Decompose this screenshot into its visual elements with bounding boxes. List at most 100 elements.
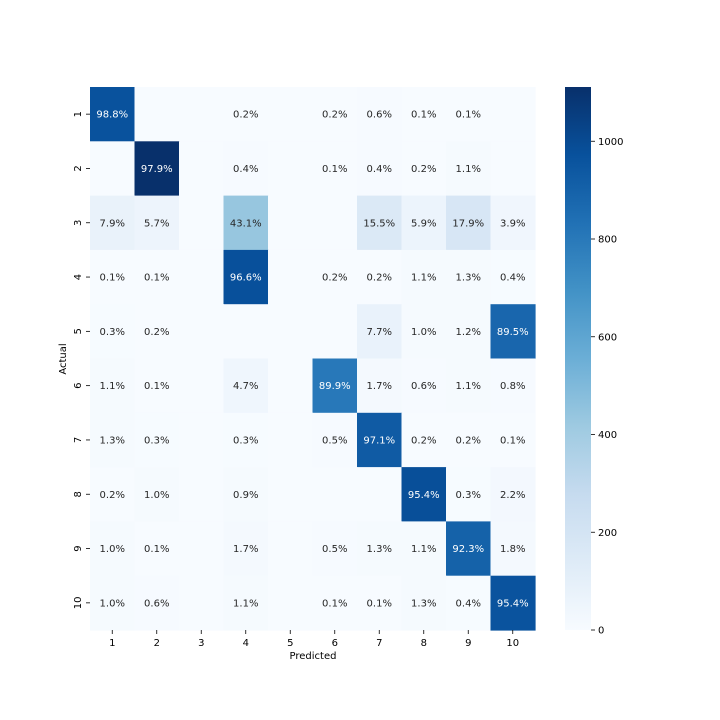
heatmap-cell	[223, 195, 269, 251]
cell-annotation: 1.3%	[100, 435, 125, 446]
cell-annotation: 89.5%	[497, 327, 529, 338]
heatmap-cell	[490, 575, 536, 631]
heatmap-cell	[134, 412, 180, 468]
cell-annotation: 98.8%	[96, 110, 128, 121]
heatmap-cell	[134, 467, 180, 522]
cell-annotation: 0.2%	[233, 110, 258, 121]
heatmap-cell	[223, 87, 269, 142]
x-axis: 1 2 3 4 5 6 7 8 9 10	[109, 630, 519, 649]
heatmap-cell	[134, 521, 180, 577]
cell-annotation: 0.1%	[500, 435, 525, 446]
heatmap-cell	[357, 358, 403, 414]
y-tick-label: 8	[73, 491, 84, 497]
cell-annotation: 1.7%	[367, 381, 392, 392]
cell-annotation: 95.4%	[497, 598, 529, 609]
cell-annotation: 0.2%	[367, 273, 392, 284]
heatmap-cell	[90, 467, 136, 522]
cell-annotation: 0.6%	[367, 110, 392, 121]
colorbar-tick-label: 200	[598, 528, 617, 539]
heatmap-cell	[268, 141, 314, 197]
heatmap-cell	[490, 249, 536, 305]
heatmap-cell	[446, 521, 492, 577]
heatmap-cell	[179, 304, 225, 360]
y-tick-label: 10	[73, 596, 84, 609]
cell-annotation: 0.2%	[456, 435, 481, 446]
heatmap-cell	[490, 141, 536, 197]
heatmap-cell	[312, 141, 358, 197]
heatmap-cell	[490, 195, 536, 251]
x-tick-label: 3	[198, 638, 204, 649]
colorbar-tick-label: 600	[598, 332, 617, 343]
heatmap-cell	[268, 195, 314, 251]
heatmap-cell	[490, 358, 536, 414]
cell-annotation: 0.3%	[456, 490, 481, 501]
heatmap-cell	[446, 467, 492, 522]
heatmap-cell	[134, 575, 180, 631]
cell-annotation: 97.1%	[363, 435, 395, 446]
heatmap-cell	[134, 195, 180, 251]
heatmap-cell	[134, 358, 180, 414]
heatmap-cell	[312, 195, 358, 251]
heatmap-cell	[401, 412, 447, 468]
y-tick-label: 3	[73, 220, 84, 226]
heatmap-cell	[312, 358, 358, 414]
heatmap-cell	[223, 575, 269, 631]
cell-annotation: 0.1%	[144, 273, 169, 284]
cell-annotation: 0.8%	[500, 381, 525, 392]
cell-annotation: 0.2%	[144, 327, 169, 338]
cell-annotation: 0.1%	[144, 544, 169, 555]
heatmap-cell	[357, 87, 403, 142]
heatmap-cell	[357, 412, 403, 468]
heatmap-cell	[134, 141, 180, 197]
cell-annotation: 0.4%	[367, 164, 392, 175]
x-tick-label: 1	[109, 638, 115, 649]
cell-annotation: 0.3%	[144, 435, 169, 446]
y-tick-label: 9	[73, 545, 84, 551]
x-tick-label: 5	[287, 638, 293, 649]
cell-annotation: 0.6%	[411, 381, 436, 392]
heatmap-cell	[490, 467, 536, 522]
heatmap-cell	[223, 358, 269, 414]
cell-annotation: 4.7%	[233, 381, 258, 392]
cell-annotation: 1.3%	[411, 598, 436, 609]
cell-annotation: 0.4%	[233, 164, 258, 175]
heatmap-cell	[312, 575, 358, 631]
cell-annotation: 1.0%	[100, 544, 125, 555]
y-tick-label: 2	[73, 165, 84, 171]
heatmap-cell	[401, 304, 447, 360]
cell-annotation: 1.1%	[411, 273, 436, 284]
heatmap-cell	[446, 249, 492, 305]
heatmap-cell	[312, 249, 358, 305]
cell-annotation: 0.9%	[233, 490, 258, 501]
cell-annotation: 1.7%	[233, 544, 258, 555]
heatmap-cell	[90, 521, 136, 577]
heatmap-cell	[223, 141, 269, 197]
cell-annotation: 1.1%	[411, 544, 436, 555]
heatmap-cell	[312, 304, 358, 360]
cell-annotation: 7.9%	[100, 218, 125, 229]
cell-annotation: 3.9%	[500, 218, 525, 229]
colorbar-gradient	[565, 87, 591, 630]
cell-annotation: 0.2%	[411, 435, 436, 446]
heatmap-cell	[401, 195, 447, 251]
heatmap-cell	[268, 358, 314, 414]
heatmap-cell	[179, 412, 225, 468]
heatmap-cell	[134, 249, 180, 305]
heatmap-cell	[446, 304, 492, 360]
heatmap-cell	[490, 304, 536, 360]
y-axis-label: Actual	[58, 343, 69, 374]
cell-annotation: 0.3%	[100, 327, 125, 338]
cell-annotation: 1.1%	[456, 381, 481, 392]
y-tick-label: 4	[73, 274, 84, 280]
heatmap-cell	[357, 195, 403, 251]
heatmap-cell	[401, 521, 447, 577]
heatmap-cell	[446, 412, 492, 468]
heatmap-cell	[90, 575, 136, 631]
heatmap-cell	[90, 141, 136, 197]
x-axis-label: Predicted	[290, 651, 337, 662]
heatmap-cell	[357, 249, 403, 305]
heatmap-cell	[179, 358, 225, 414]
cell-annotation: 1.1%	[100, 381, 125, 392]
y-tick-label: 6	[73, 382, 84, 388]
